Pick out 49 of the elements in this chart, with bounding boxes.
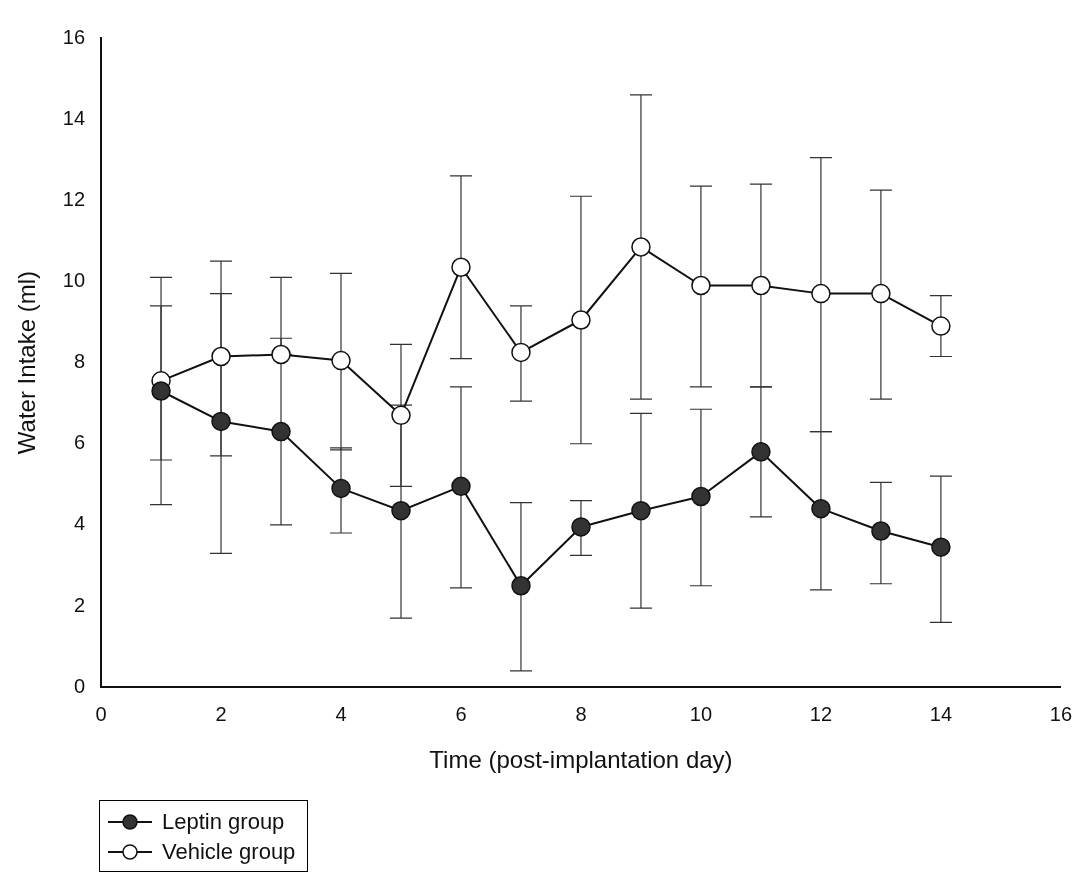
y-tick-label: 8 [73, 350, 86, 373]
x-tick-label: 2 [215, 702, 227, 725]
point [391, 500, 411, 521]
point [151, 381, 171, 401]
x-tick-label: 0 [95, 702, 107, 725]
point [211, 346, 231, 367]
y-tick-label: 4 [73, 512, 86, 535]
point [391, 405, 411, 426]
y-tick-label: 12 [62, 187, 86, 210]
point [811, 498, 831, 519]
legend-label: Leptin group [162, 809, 285, 835]
point [511, 576, 531, 596]
y-tick-label: 14 [62, 106, 86, 129]
x-tick-label: 16 [1049, 702, 1072, 725]
y-tick-label: 0 [73, 674, 86, 697]
x-tick-label: 6 [455, 702, 467, 725]
x-tick-label: 8 [575, 702, 587, 725]
point [931, 537, 951, 557]
point [271, 344, 291, 365]
point [511, 342, 531, 363]
point [571, 517, 591, 537]
point [631, 500, 651, 521]
point [691, 486, 711, 507]
point [871, 521, 891, 541]
point [871, 283, 891, 304]
point [331, 350, 351, 371]
point [271, 421, 291, 442]
x-axis-title: Time (post-implantation day) [429, 746, 733, 774]
y-tick-label: 10 [62, 268, 86, 291]
point [811, 283, 831, 304]
point [331, 478, 351, 499]
point [451, 476, 471, 497]
y-tick-label: 6 [73, 431, 86, 454]
y-axis-title: Water Intake (ml) [13, 271, 41, 455]
x-tick-label: 14 [929, 702, 953, 725]
y-tick-label: 2 [73, 593, 86, 616]
point [571, 310, 591, 330]
point [931, 316, 951, 336]
x-tick-label: 12 [809, 702, 833, 725]
point [451, 257, 471, 277]
point [211, 411, 231, 432]
point [751, 275, 771, 296]
legend-label: Vehicle group [162, 839, 296, 865]
point [631, 237, 651, 257]
x-tick-label: 10 [689, 702, 713, 725]
point [751, 442, 771, 462]
y-tick-label: 16 [62, 25, 86, 48]
x-tick-label: 4 [335, 702, 347, 725]
point [691, 275, 711, 296]
